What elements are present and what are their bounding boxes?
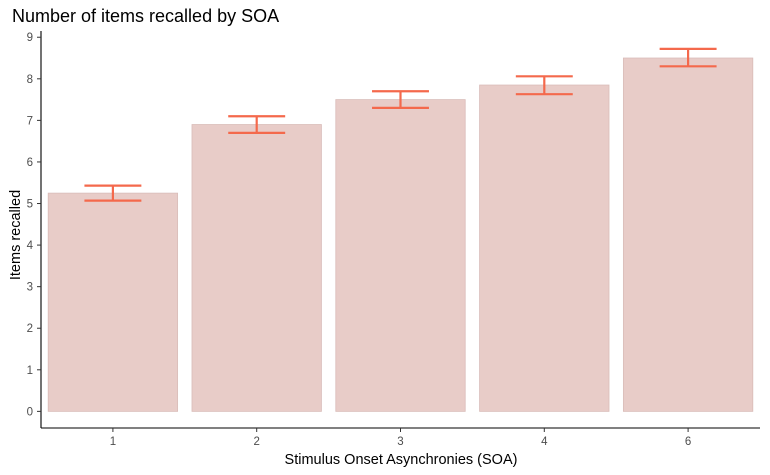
x-tick-label: 1 [110, 436, 116, 448]
y-tick-label: 4 [27, 240, 34, 252]
y-tick-label: 0 [27, 406, 33, 418]
bar-1 [47, 192, 179, 412]
y-tick-label: 5 [27, 199, 33, 211]
x-axis-title: Stimulus Onset Asynchronies (SOA) [285, 452, 518, 468]
y-tick-label: 3 [27, 282, 33, 294]
bar-4 [479, 84, 610, 412]
y-tick-label: 6 [27, 157, 33, 169]
y-tick-label: 1 [27, 365, 33, 377]
error-bar-1 [84, 184, 142, 202]
x-tick-label: 6 [685, 436, 691, 448]
bar-2 [191, 124, 322, 412]
y-tick-label: 9 [27, 32, 33, 44]
y-tick-label: 2 [27, 323, 33, 335]
x-tick-label: 2 [253, 436, 259, 448]
error-bar-4 [515, 75, 573, 96]
ticks-group: 0 1 2 3 4 5 6 7 8 9 1 2 3 4 6 [27, 32, 692, 448]
chart-title: Number of items recalled by SOA [12, 6, 279, 26]
bar-6 [622, 57, 754, 412]
y-axis-title: Items recalled [8, 190, 24, 280]
y-tick-label: 8 [27, 74, 33, 86]
error-bars-group [84, 47, 717, 202]
y-tick-label: 7 [27, 115, 33, 127]
x-tick-label: 3 [397, 436, 403, 448]
x-tick-label: 4 [541, 436, 548, 448]
error-bar-6 [659, 47, 717, 68]
bars-group [47, 57, 754, 412]
error-bar-3 [372, 90, 429, 110]
bar-3 [335, 99, 466, 412]
error-bar-2 [228, 115, 286, 134]
